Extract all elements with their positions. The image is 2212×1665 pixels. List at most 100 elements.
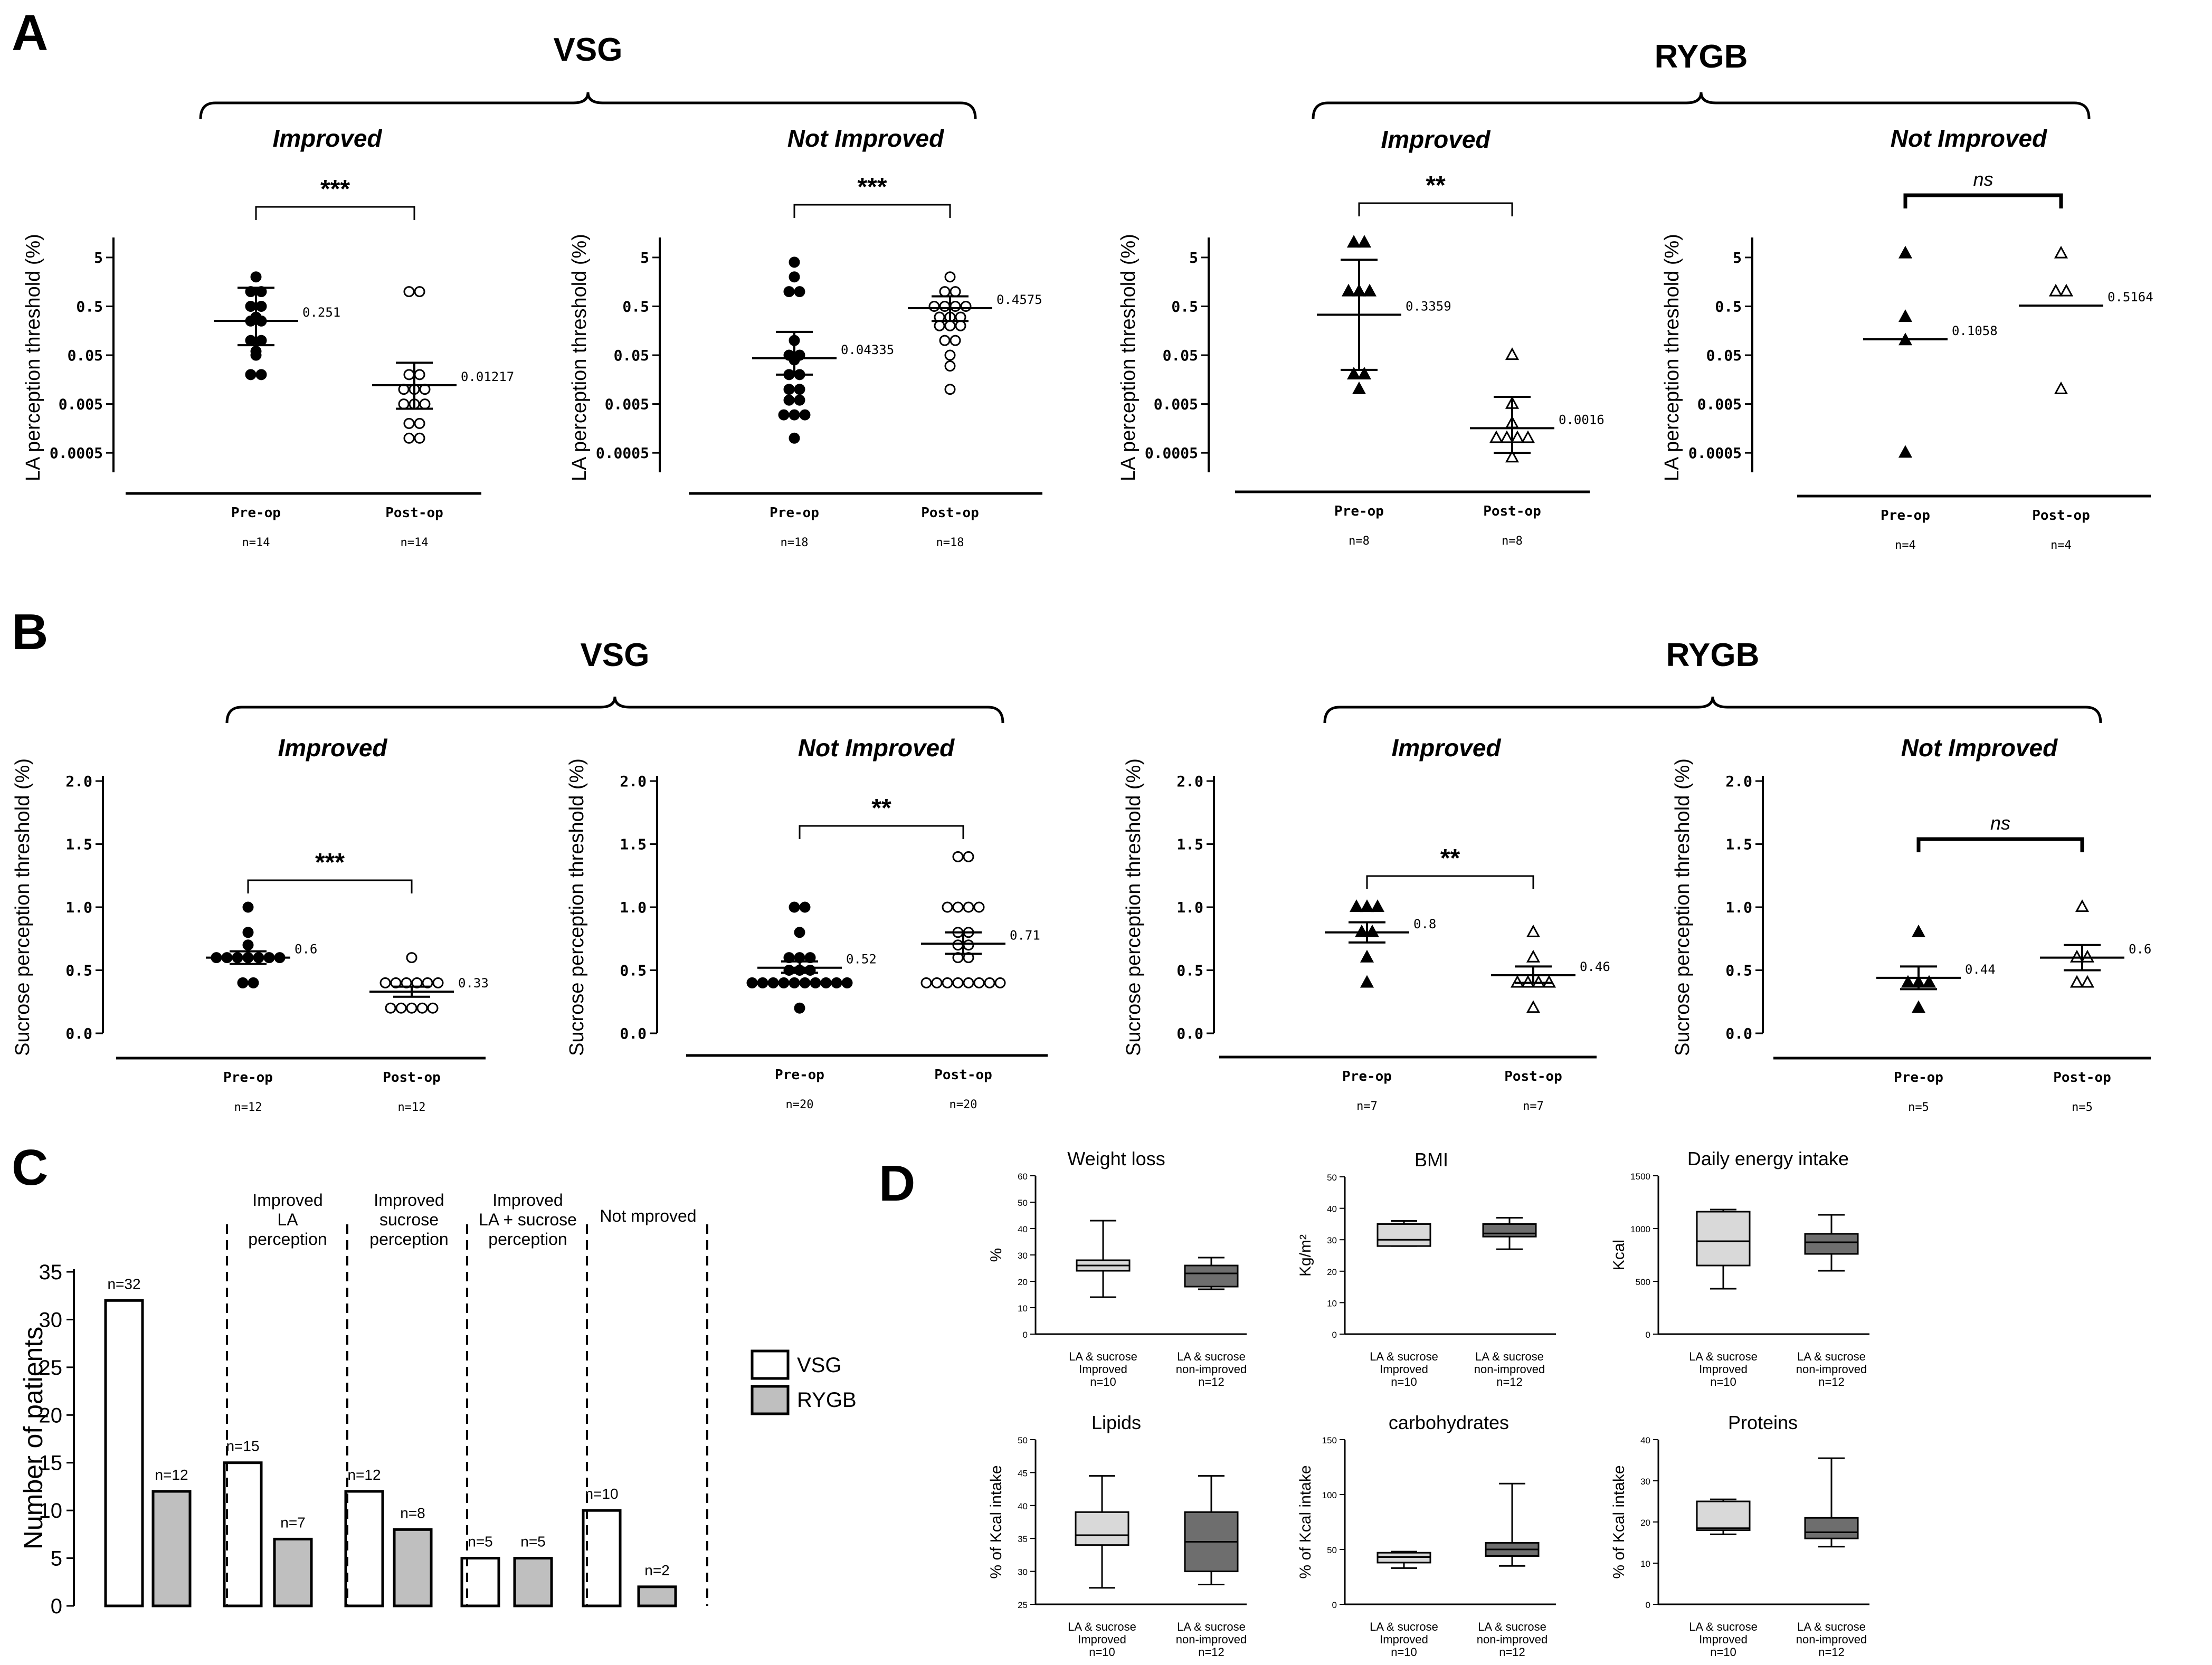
x-category-label: non-improved (1474, 1363, 1545, 1376)
significance-bracket (1358, 202, 1513, 216)
group-label: VSG (554, 32, 623, 68)
y-tick-label: 0.0 (620, 1025, 647, 1042)
data-point-marker (789, 977, 800, 988)
data-point-marker (406, 1002, 417, 1014)
data-point-marker (1911, 1000, 1926, 1013)
data-point-marker (950, 286, 961, 298)
group-brace (1323, 696, 2102, 724)
x-category-label: LA & sucrose (1370, 1620, 1438, 1633)
y-tick-label: 40 (1018, 1224, 1028, 1234)
group-brace (199, 92, 977, 119)
data-point-marker (414, 417, 425, 429)
x-category-label: non-improved (1477, 1633, 1548, 1646)
bar-value-label: n=5 (468, 1534, 493, 1550)
category-label: Not mproved (600, 1206, 696, 1225)
significance-bracket (799, 825, 964, 839)
y-tick-label: 0.5 (1725, 962, 1752, 979)
data-point-marker (1370, 899, 1385, 912)
bar (344, 1490, 384, 1607)
y-tick-label: 30 (1018, 1251, 1028, 1261)
data-point-marker (403, 432, 415, 444)
data-point-marker (2059, 283, 2074, 297)
chart-title: Weight loss (1067, 1148, 1165, 1169)
x-category-label: non-improved (1176, 1363, 1247, 1376)
x-category-label: Pre-op (770, 505, 819, 521)
data-point-marker (2080, 949, 2095, 963)
x-category-label: LA & sucrose (1797, 1620, 1866, 1633)
data-point-marker (789, 256, 800, 268)
data-point-marker (1531, 975, 1546, 988)
x-category-label: Post-op (934, 1067, 992, 1083)
chart-title: carbohydrates (1389, 1412, 1509, 1433)
data-point-marker (1510, 430, 1525, 443)
y-tick-label: 5 (1189, 249, 1198, 267)
data-point-marker (245, 335, 257, 346)
y-axis-label: Kg/m² (1297, 1234, 1314, 1277)
y-tick-label: 20 (1327, 1267, 1337, 1277)
data-point-marker (984, 977, 995, 988)
data-point-marker (1526, 1000, 1541, 1013)
bar-value-label: n=12 (155, 1467, 188, 1483)
data-point-marker (2054, 245, 2068, 259)
group-brace (1312, 92, 2091, 119)
data-point-marker (1360, 899, 1374, 912)
y-tick-label: 1.5 (1725, 836, 1752, 853)
y-tick-label: 60 (1018, 1172, 1028, 1182)
data-point-marker (963, 939, 974, 951)
y-tick-label: 1.0 (65, 899, 92, 916)
data-point-marker (789, 409, 800, 421)
x-category-label: Pre-op (1342, 1069, 1392, 1084)
x-category-label: n=12 (1818, 1375, 1845, 1388)
y-tick-label: 0.0 (65, 1025, 92, 1042)
chart-subtitle: Not Improved (1901, 734, 2058, 762)
data-point-marker (939, 286, 951, 298)
n-label: n=18 (936, 536, 964, 549)
data-point-marker (250, 349, 262, 361)
y-tick-label: 0.05 (614, 347, 649, 364)
bar (582, 1509, 622, 1607)
x-category-label: n=10 (1710, 1375, 1736, 1388)
data-point-marker (794, 384, 805, 395)
data-point-marker (255, 300, 267, 312)
n-label: n=4 (1895, 539, 1916, 552)
median-value-label: 0.0016 (1559, 412, 1605, 427)
box (1804, 1233, 1859, 1255)
data-point-marker (1922, 975, 1936, 988)
data-point-marker (963, 901, 974, 913)
panel-letter: D (879, 1155, 915, 1212)
y-tick-label: 35 (39, 1261, 63, 1284)
y-tick-label: 0.5 (620, 962, 647, 979)
data-point-marker (1346, 367, 1361, 379)
x-category-label: LA & sucrose (1069, 1350, 1137, 1363)
data-point-marker (414, 432, 425, 444)
y-tick-label: 1.0 (1176, 899, 1203, 916)
x-category-label: Pre-op (223, 1070, 273, 1086)
y-axis-label: Sucrose perception threshold (%) (1123, 758, 1145, 1056)
data-point-marker (242, 901, 254, 913)
data-point-marker (1346, 235, 1361, 248)
data-point-marker (1349, 899, 1364, 912)
x-category-label: non-improved (1176, 1633, 1247, 1646)
data-point-marker (398, 398, 410, 410)
box (1696, 1211, 1751, 1267)
x-category-label: n=10 (1089, 1645, 1115, 1659)
panel-letter: B (12, 604, 48, 660)
y-tick-label: 1.5 (65, 836, 92, 853)
category-label: Improved (492, 1191, 563, 1210)
data-point-marker (942, 901, 953, 913)
data-point-marker (250, 271, 262, 283)
y-tick-label: 20 (1018, 1277, 1028, 1287)
data-point-marker (783, 394, 795, 406)
x-category-label: non-improved (1796, 1633, 1867, 1646)
y-tick-label: 5 (51, 1547, 62, 1571)
data-point-marker (841, 977, 853, 988)
y-axis-label: Sucrose perception threshold (%) (12, 758, 34, 1056)
chart-title: BMI (1414, 1149, 1448, 1171)
y-tick-label: 0.005 (1697, 396, 1742, 413)
y-tick-label: 15 (39, 1452, 63, 1475)
bar-value-label: n=32 (107, 1276, 140, 1292)
y-tick-label: 10 (1018, 1304, 1028, 1314)
data-point-marker (416, 1002, 428, 1014)
data-point-marker (944, 271, 956, 283)
y-axis-label: % of Kcal intake (988, 1465, 1005, 1578)
